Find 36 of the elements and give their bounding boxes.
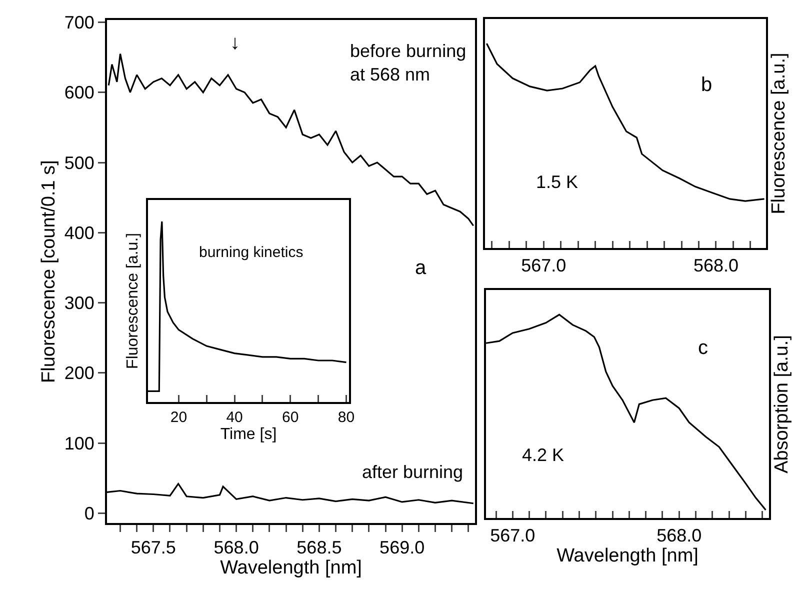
y-tick-label: 700 [64, 12, 94, 33]
x-tick-label: 569.0 [380, 538, 425, 558]
y-tick-label: 300 [64, 293, 94, 314]
annotation: b [701, 74, 712, 96]
annotation: 1.5 K [536, 172, 578, 192]
y-tick-label: 0 [84, 503, 94, 524]
x-axis-title: Time [s] [220, 426, 277, 444]
y-tick-label: 500 [64, 152, 94, 173]
x-tick-label: 60 [282, 409, 299, 426]
annotation: before burning at 568 nm [350, 41, 466, 84]
x-tick-label: 80 [338, 409, 355, 426]
y-axis-title: Absorption [a.u.] [771, 334, 792, 474]
annotation: a [415, 257, 427, 279]
y-axis-title: Fluorescence [count/0.1 s] [38, 160, 60, 384]
annotation: after burning [362, 462, 464, 482]
x-tick-label: 567.0 [490, 526, 536, 546]
x-tick-label: 20 [170, 409, 188, 426]
x-axis-title: Wavelength [nm] [220, 558, 362, 579]
y-tick-label: 400 [64, 222, 94, 243]
y-tick-label: 600 [64, 82, 94, 103]
y-axis-title: Fluorescence [a.u.] [768, 52, 790, 214]
x-tick-label: 568.0 [693, 256, 739, 276]
x-tick-label: 568.5 [296, 538, 342, 558]
x-tick-label: 567.5 [130, 538, 176, 558]
annotation: 4.2 K [522, 445, 564, 465]
annotation: c [698, 337, 708, 359]
y-tick-label: 100 [64, 433, 94, 454]
y-tick-label: 200 [64, 363, 94, 384]
x-tick-label: 568.0 [214, 538, 259, 558]
annotation: burning kinetics [199, 244, 304, 261]
x-tick-label: 568.0 [656, 526, 702, 546]
y-axis-title: Fluorescence [a.u.] [124, 232, 142, 369]
x-tick-label: 40 [226, 409, 243, 426]
x-axis-title: Wavelength [nm] [556, 546, 698, 567]
x-tick-label: 567.0 [521, 256, 566, 276]
annotation: ↓ [230, 32, 240, 54]
